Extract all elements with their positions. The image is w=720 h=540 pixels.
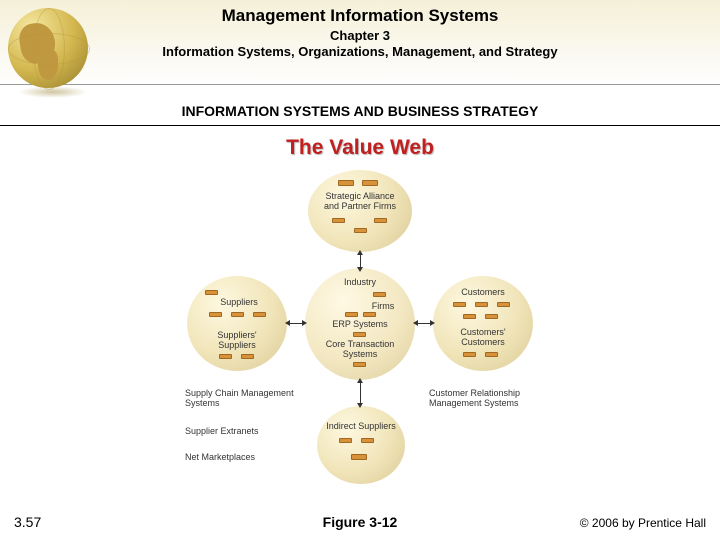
node-suppliers: Suppliers Suppliers'Suppliers [187,276,287,371]
node-customers: Customers Customers'Customers [433,276,533,371]
node-label: Customers'Customers [453,328,513,348]
node-label: Customers [453,288,513,298]
arrow-icon [289,323,303,324]
node-industry: Industry Firms ERP Systems Core Transact… [305,268,415,380]
page-number: 3.57 [14,514,41,530]
slide-header: Management Information Systems Chapter 3… [0,0,720,85]
copyright: © 2006 by Prentice Hall [580,516,706,530]
slide-footer: 3.57 Figure 3-12 © 2006 by Prentice Hall [0,514,720,530]
divider [0,125,720,126]
node-label: Strategic Allianceand Partner Firms [316,192,404,212]
value-web-diagram: Strategic Allianceand Partner Firms Supp… [145,168,575,488]
chapter-label: Chapter 3 [0,28,720,43]
chapter-subtitle: Information Systems, Organizations, Mana… [0,44,720,59]
diagram-label: Net Marketplaces [185,452,305,462]
section-heading: INFORMATION SYSTEMS AND BUSINESS STRATEG… [0,103,720,119]
arrow-icon [360,254,361,268]
node-label: Suppliers [209,298,269,308]
node-label: Indirect Suppliers [321,422,401,432]
diagram-label: Supply Chain ManagementSystems [185,388,315,409]
globe-icon [8,8,93,93]
slide-title: The Value Web [0,136,720,160]
book-title: Management Information Systems [0,6,720,26]
node-label: Suppliers'Suppliers [207,331,267,351]
arrow-icon [417,323,431,324]
diagram-label: Supplier Extranets [185,426,305,436]
node-strategic-alliance: Strategic Allianceand Partner Firms [308,170,412,252]
diagram-label: Customer RelationshipManagement Systems [429,388,559,409]
arrow-icon [360,382,361,404]
node-label: Industry [330,278,390,288]
node-label: Core TransactionSystems [315,340,405,360]
node-label: ERP Systems [325,320,395,330]
node-indirect-suppliers: Indirect Suppliers [317,406,405,484]
node-label: Firms [363,302,403,312]
